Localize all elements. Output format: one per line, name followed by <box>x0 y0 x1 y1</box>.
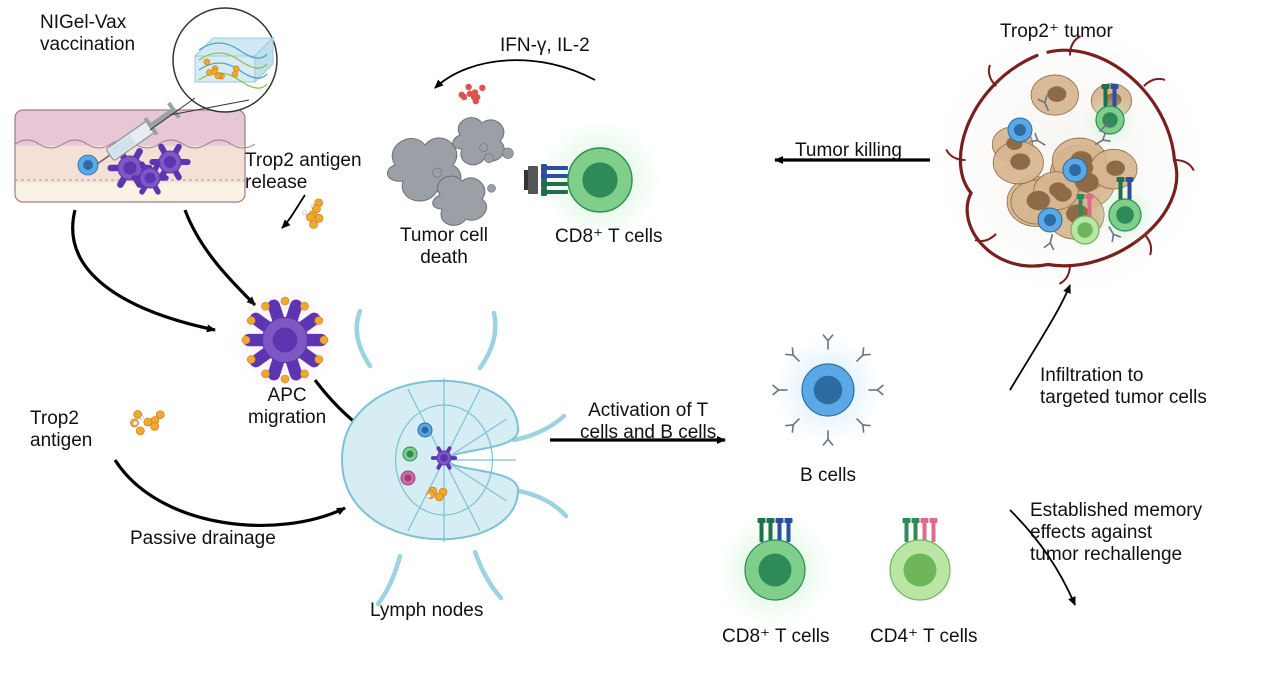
cytokine-dot <box>465 84 471 90</box>
label-trop2tumor: Trop2⁺ tumor <box>1000 20 1113 43</box>
label-activation: Activation of T cells and B cells <box>580 400 716 444</box>
label-ifn: IFN-γ, IL-2 <box>500 35 590 57</box>
trop2-antigen-icon <box>130 410 164 435</box>
label-apcMigration: APC migration <box>248 385 326 429</box>
label-tumorDeath: Tumor cell death <box>400 225 488 269</box>
dead-tumor-cell <box>453 118 505 165</box>
label-cd4: CD4⁺ T cells <box>870 625 978 648</box>
cytokine-dot <box>479 85 485 91</box>
label-antigenRelease: Trop2 antigen release <box>245 150 362 194</box>
cytokine-dot <box>471 94 477 100</box>
label-antigen: Trop2 antigen <box>30 408 92 452</box>
label-vaccination: NIGel-Vax vaccination <box>40 12 135 56</box>
arrow-antigen-to-lymph <box>115 460 345 525</box>
label-memory: Established memory effects against tumor… <box>1030 500 1202 566</box>
label-tumorKilling: Tumor killing <box>795 140 902 162</box>
label-lymphNodes: Lymph nodes <box>370 600 483 622</box>
label-cd8: CD8⁺ T cells <box>555 225 663 248</box>
arrow-skin-to-apc-right <box>185 210 255 305</box>
arrow-ifn-curve <box>435 60 595 88</box>
cytokine-dot <box>461 94 467 100</box>
arrow-antigen-release <box>282 195 305 228</box>
diagram-svg <box>0 0 1266 680</box>
dead-tumor-cell <box>433 176 487 225</box>
label-bCells: B cells <box>800 465 856 487</box>
label-passiveDrainage: Passive drainage <box>130 528 276 550</box>
label-cd8: CD8⁺ T cells <box>722 625 830 648</box>
label-infiltration: Infiltration to targeted tumor cells <box>1040 365 1207 409</box>
antigen-release-icon <box>303 199 323 229</box>
